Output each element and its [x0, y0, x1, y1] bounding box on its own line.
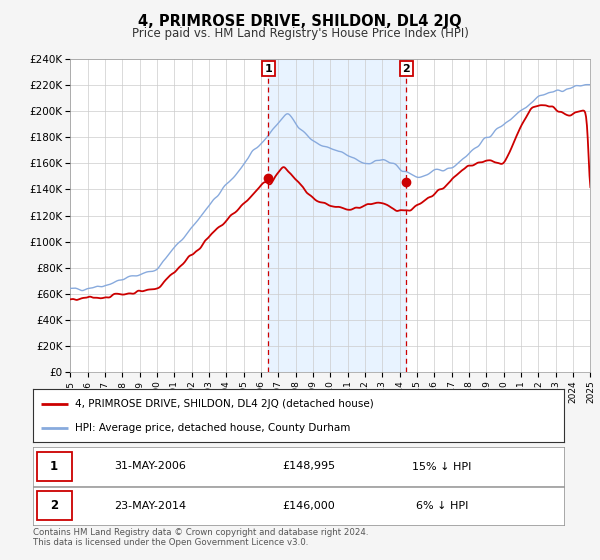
- Text: 6% ↓ HPI: 6% ↓ HPI: [416, 501, 468, 511]
- Text: 2: 2: [50, 499, 58, 512]
- Text: 4, PRIMROSE DRIVE, SHILDON, DL4 2JQ: 4, PRIMROSE DRIVE, SHILDON, DL4 2JQ: [138, 14, 462, 29]
- Text: 23-MAY-2014: 23-MAY-2014: [114, 501, 186, 511]
- Bar: [268, 59, 406, 372]
- Text: Price paid vs. HM Land Registry's House Price Index (HPI): Price paid vs. HM Land Registry's House …: [131, 27, 469, 40]
- FancyBboxPatch shape: [37, 452, 72, 481]
- Text: £148,995: £148,995: [283, 461, 335, 472]
- Text: 1: 1: [265, 63, 272, 73]
- Text: 31-MAY-2006: 31-MAY-2006: [114, 461, 186, 472]
- Text: HPI: Average price, detached house, County Durham: HPI: Average price, detached house, Coun…: [76, 423, 351, 433]
- Text: 15% ↓ HPI: 15% ↓ HPI: [412, 461, 472, 472]
- Text: 1: 1: [50, 460, 58, 473]
- Text: 2: 2: [403, 63, 410, 73]
- Text: Contains HM Land Registry data © Crown copyright and database right 2024.
This d: Contains HM Land Registry data © Crown c…: [33, 528, 368, 547]
- Text: 4, PRIMROSE DRIVE, SHILDON, DL4 2JQ (detached house): 4, PRIMROSE DRIVE, SHILDON, DL4 2JQ (det…: [76, 399, 374, 409]
- Text: £146,000: £146,000: [283, 501, 335, 511]
- FancyBboxPatch shape: [37, 491, 72, 520]
